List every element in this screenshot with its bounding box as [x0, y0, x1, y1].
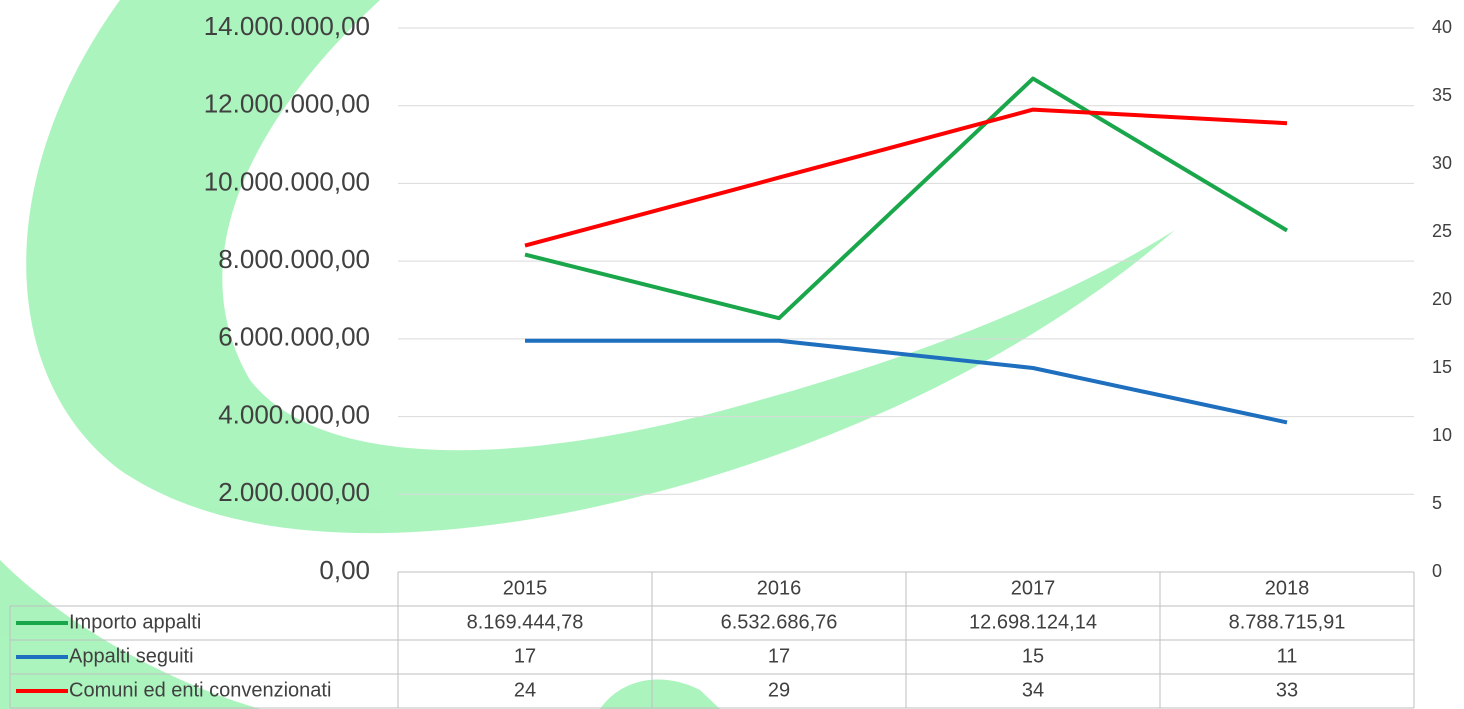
- table-value: 29: [768, 679, 790, 701]
- y2-tick-label: 10: [1432, 425, 1452, 445]
- table-value: 6.532.686,76: [721, 611, 838, 633]
- y2-tick-label: 5: [1432, 493, 1442, 513]
- series-line: [525, 79, 1287, 319]
- y2-tick-label: 20: [1432, 289, 1452, 309]
- chart: 0,00 2.000.000,00 4.000.000,00 6.000.000,00…: [0, 0, 1464, 709]
- y2-tick-label: 35: [1432, 85, 1452, 105]
- y-tick-label: 14.000.000,00: [204, 11, 370, 41]
- table-value: 12.698.124,14: [969, 611, 1097, 633]
- y-tick-label: 6.000.000,00: [218, 322, 370, 352]
- y-tick-label: 12.000.000,00: [204, 89, 370, 119]
- y2-tick-label: 30: [1432, 153, 1452, 173]
- y2-tick-label: 40: [1432, 17, 1452, 37]
- legend-label: Comuni ed enti convenzionati: [69, 679, 331, 701]
- y-tick-label: 10.000.000,00: [204, 166, 370, 196]
- legend-label: Appalti seguiti: [69, 645, 194, 667]
- y2-tick-label: 0: [1432, 561, 1442, 581]
- y2-tick-label: 15: [1432, 357, 1452, 377]
- table-value: 8.788.715,91: [1229, 611, 1346, 633]
- table-value: 11: [1277, 645, 1298, 667]
- table-value: 34: [1022, 679, 1044, 701]
- y2-tick-label: 25: [1432, 221, 1452, 241]
- table-value: 17: [514, 645, 536, 667]
- y-tick-label: 2.000.000,00: [218, 477, 370, 507]
- x-tick-label: 2015: [503, 577, 548, 599]
- background-swoosh: [0, 0, 1175, 709]
- table-value: 15: [1022, 645, 1044, 667]
- y-tick-label: 4.000.000,00: [218, 399, 370, 429]
- legend-label: Importo appalti: [69, 611, 201, 633]
- table-value: 17: [768, 645, 790, 667]
- x-tick-label: 2017: [1011, 577, 1056, 599]
- x-tick-label: 2018: [1265, 577, 1310, 599]
- table-value: 8.169.444,78: [467, 611, 584, 633]
- table-value: 24: [514, 679, 536, 701]
- series-line: [525, 110, 1287, 246]
- y-tick-label: 8.000.000,00: [218, 244, 370, 274]
- y-tick-label: 0,00: [319, 555, 370, 585]
- table-value: 33: [1276, 679, 1298, 701]
- x-tick-label: 2016: [757, 577, 802, 599]
